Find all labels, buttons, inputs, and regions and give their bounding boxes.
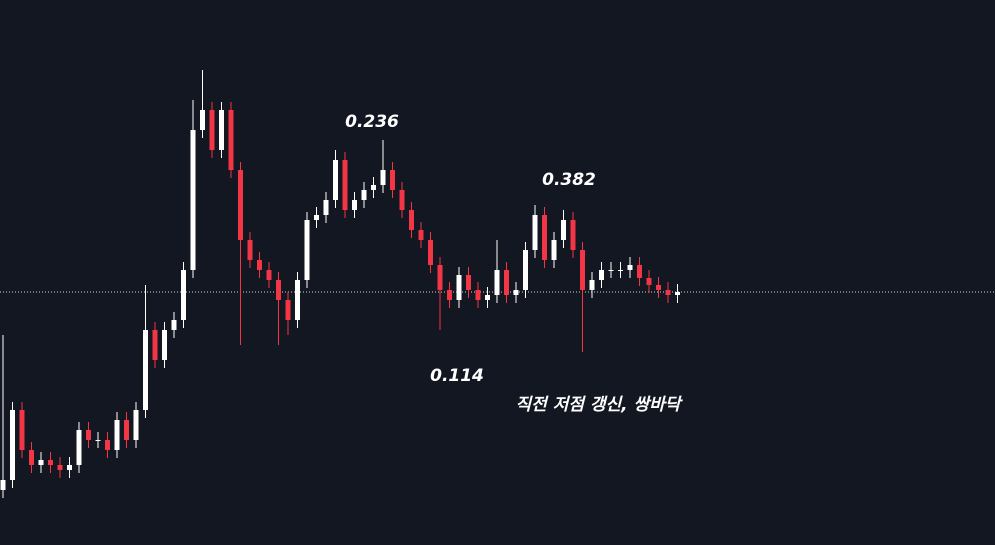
candle-body	[67, 465, 72, 470]
candle-body	[76, 430, 82, 465]
candle-body	[380, 170, 386, 185]
candle-body	[437, 265, 443, 290]
candle-body	[0, 480, 6, 490]
candle-body	[162, 330, 167, 360]
annotation: 0.382	[542, 170, 596, 190]
candle-body	[523, 250, 528, 290]
candle-body	[247, 240, 253, 260]
candle-body	[589, 280, 595, 290]
candle-body	[200, 110, 205, 130]
candle-body	[475, 290, 481, 300]
candle-body	[342, 160, 348, 210]
candle-body	[143, 330, 148, 410]
candle-body	[646, 278, 652, 285]
candle-body	[238, 170, 243, 240]
candle-body	[485, 295, 490, 300]
candle-body	[656, 285, 661, 290]
candle-body	[399, 190, 405, 210]
candle-body	[171, 320, 177, 330]
annotation: 0.236	[345, 112, 399, 132]
candle-body	[105, 440, 110, 450]
candle-body	[608, 270, 614, 271]
candle-body	[561, 220, 566, 240]
candle-body	[304, 220, 310, 280]
candle-body	[333, 160, 338, 200]
annotation: 0.114	[430, 366, 484, 386]
candle-body	[190, 130, 196, 270]
candle-body	[618, 270, 623, 271]
candle-body	[390, 170, 395, 190]
candle-body	[10, 410, 15, 480]
candle-body	[637, 265, 642, 278]
candle-body	[627, 265, 633, 270]
candle-body	[428, 240, 433, 265]
candle-body	[181, 270, 186, 320]
candle-body	[133, 410, 139, 440]
candle-body	[447, 290, 452, 300]
candle-body	[209, 110, 215, 150]
candle-body	[532, 215, 538, 250]
candle-body	[494, 270, 500, 295]
candle-body	[314, 215, 319, 220]
candle-body	[38, 460, 44, 465]
candle-body	[57, 465, 63, 470]
candle-body	[219, 110, 224, 150]
candle-body	[86, 430, 91, 440]
candle-body	[285, 300, 291, 320]
candle-body	[295, 280, 300, 320]
candle-body	[48, 460, 53, 465]
candle-body	[95, 440, 101, 441]
candle-body	[418, 230, 424, 240]
annotation: 직전 저점 갱신, 쌍바닥	[516, 395, 684, 415]
candle-body	[124, 420, 129, 440]
candle-body	[466, 275, 471, 290]
candle-body	[257, 260, 262, 270]
candle-body	[266, 270, 272, 280]
candle-body	[599, 270, 604, 280]
candle-body	[551, 240, 557, 260]
candle-body	[665, 290, 671, 295]
candle-body	[513, 290, 519, 295]
candle-body	[456, 275, 462, 300]
candle-body	[352, 200, 357, 210]
candle-body	[152, 330, 158, 360]
candle-body	[675, 292, 680, 295]
candle-body	[580, 250, 585, 290]
candle-body	[228, 110, 234, 170]
candle-body	[323, 200, 329, 215]
candle-body	[570, 220, 576, 250]
candle-body	[504, 270, 509, 295]
candle-body	[409, 210, 414, 230]
candle-body	[276, 280, 281, 300]
candle-body	[29, 450, 34, 465]
candle-body	[114, 420, 120, 450]
candle-body	[361, 190, 367, 200]
candle-body	[19, 410, 25, 450]
candle-body	[542, 215, 547, 260]
candle-body	[371, 185, 376, 190]
